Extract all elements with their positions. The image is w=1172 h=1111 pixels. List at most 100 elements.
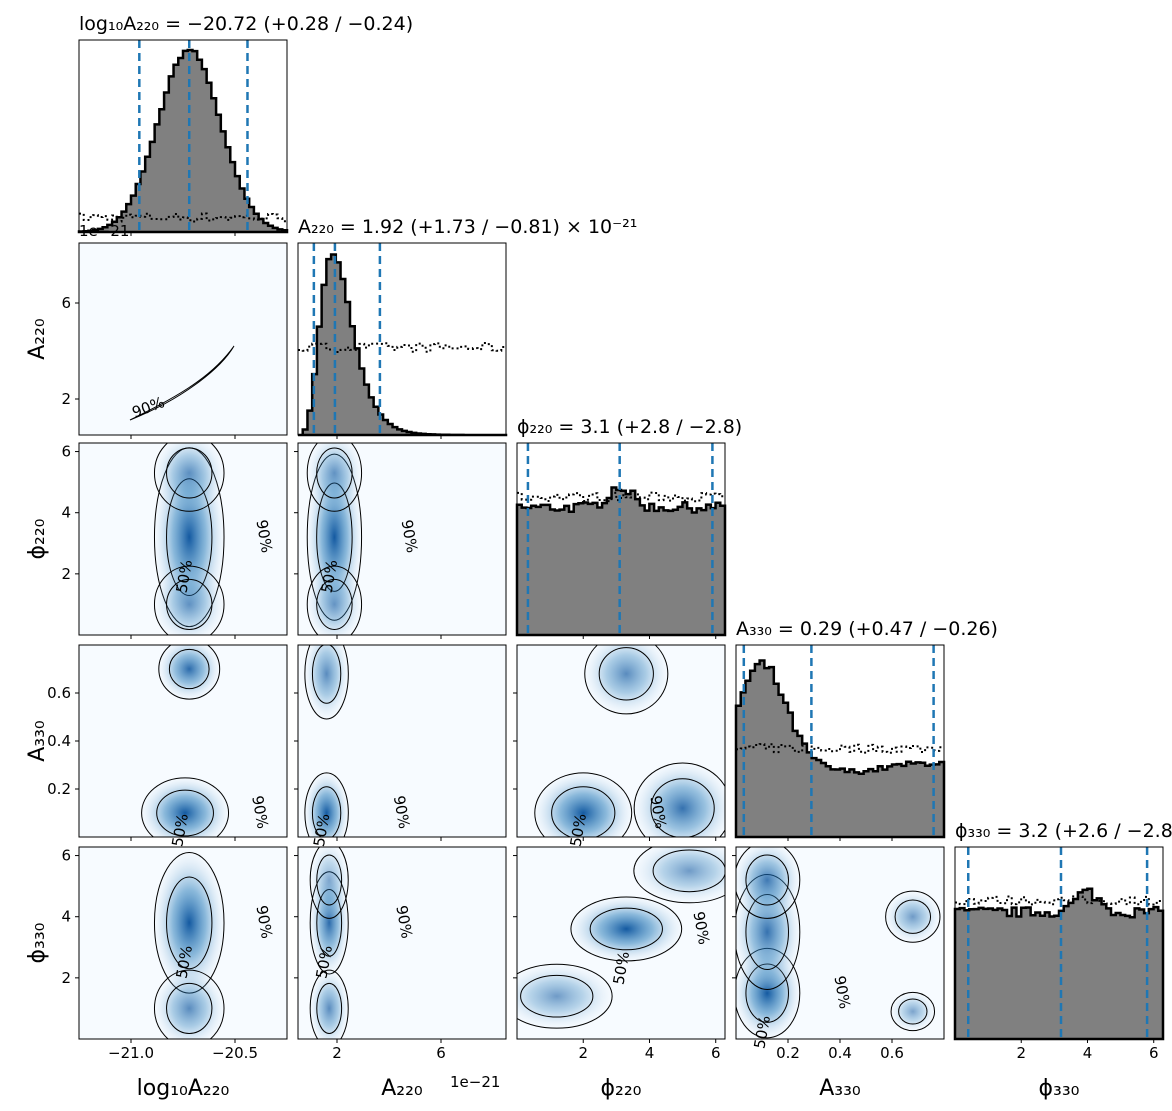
- panel-A220-log10A220: 90%26: [61, 242, 288, 439]
- kde-blob: [305, 564, 363, 635]
- kde-blob: [736, 847, 802, 921]
- y-tick-label: 0.2: [47, 780, 71, 798]
- y-axis-label-A220: A₂₂₀: [25, 318, 50, 360]
- kde-blob: [517, 962, 616, 1030]
- panel-frame: [78, 242, 288, 436]
- histogram-posterior: [77, 48, 289, 234]
- y-axis-label-A330: A₃₃₀: [25, 720, 50, 762]
- panel-frame: [297, 442, 507, 636]
- x-tick-label: −21.0: [108, 1044, 154, 1062]
- kde-density: [532, 645, 725, 837]
- kde-density: [305, 443, 363, 635]
- x-tick-label: 4: [1083, 1044, 1093, 1062]
- contour-label-90: 90%: [248, 794, 272, 830]
- y-tick-label: 0.6: [47, 684, 71, 702]
- panel-title: ϕ₃₃₀ = 3.2 (+2.6 / −2.8): [955, 820, 1172, 842]
- panel-phi220-phi220: ϕ₂₂₀ = 3.1 (+2.8 / −2.8): [515, 416, 742, 639]
- contour-label-50: 50%: [310, 812, 334, 848]
- contour-90: [141, 777, 230, 837]
- contour-50: [316, 578, 353, 630]
- contour-label-50: 50%: [751, 1014, 775, 1050]
- contour-90: [153, 565, 225, 635]
- contour-50: [598, 647, 654, 701]
- contour-90: [633, 762, 725, 837]
- contour-90: [306, 565, 363, 635]
- contour-90: [153, 443, 225, 512]
- panel-frame: [954, 846, 1164, 1040]
- y-offset-label: 1e−21: [79, 222, 129, 240]
- kde-blob: [139, 776, 231, 837]
- y-axis-label-phi220: ϕ₂₂₀: [25, 518, 50, 559]
- contour-50: [745, 854, 789, 906]
- panel-frame: [516, 846, 726, 1040]
- contour-label-90: 90%: [252, 904, 276, 940]
- panel-phi220-log10A220: 50% 90% 2 4 6: [61, 442, 288, 639]
- kde-density: [139, 645, 231, 837]
- y-tick-label: 6: [61, 847, 71, 865]
- contour-90: [890, 991, 936, 1032]
- contour-90: [584, 645, 669, 715]
- x-offset-label: 1e−21: [450, 1073, 500, 1091]
- contour-90: [517, 963, 613, 1029]
- contour-label-90: 90%: [392, 904, 416, 940]
- panel-A330-phi220: 50% 90%: [513, 644, 726, 848]
- contour-90: [736, 847, 801, 919]
- histogram-prior: [736, 743, 944, 754]
- contour-label-50: 50%: [567, 812, 591, 848]
- y-tick-label: 2: [61, 969, 71, 987]
- panel-A330-A220: 50% 90%: [294, 644, 507, 848]
- histogram-posterior: [515, 486, 727, 637]
- contour-label-50: 50%: [168, 812, 192, 848]
- y-tick-label: 4: [61, 908, 71, 926]
- y-tick-label: 0.4: [47, 732, 71, 750]
- kde-density: [517, 847, 725, 1030]
- panel-frame: [78, 442, 288, 636]
- contour-90: [885, 890, 941, 943]
- kde-blob: [152, 968, 226, 1039]
- contour-90: [304, 772, 349, 837]
- kde-background: [79, 243, 287, 435]
- contour-50: [589, 907, 663, 951]
- contour-label-50: 50%: [313, 944, 337, 980]
- panel-phi220-A220: 50% 90%: [294, 442, 507, 639]
- contour-90: [158, 645, 221, 700]
- panel-phi330-A220: 50% 90% 2 6: [294, 846, 507, 1062]
- kde-density: [152, 443, 226, 635]
- contour-90: [153, 969, 225, 1039]
- kde-blob: [305, 443, 363, 514]
- x-tick-label: 0.6: [880, 1044, 904, 1062]
- x-tick-label: 6: [1149, 1044, 1159, 1062]
- contour-90: [306, 443, 363, 512]
- panel-title: ϕ₂₂₀ = 3.1 (+2.8 / −2.8): [517, 416, 742, 438]
- panel-title: A₂₂₀ = 1.92 (+1.73 / −0.81) × 10⁻²¹: [298, 216, 637, 238]
- contour-label-90: 90%: [646, 794, 670, 830]
- contour-90: [309, 847, 349, 919]
- kde-blob: [303, 770, 350, 837]
- kde-blob: [889, 991, 936, 1032]
- contour-label-50: 50%: [173, 944, 197, 980]
- contour-50: [316, 982, 343, 1034]
- panel-frame: [78, 846, 288, 1040]
- y-tick-label: 2: [61, 565, 71, 583]
- contour-50: [311, 786, 342, 837]
- y-tick-label: 2: [61, 390, 71, 408]
- contour-label-50: 50%: [173, 558, 197, 594]
- x-tick-label: 2: [332, 1044, 342, 1062]
- kde-density: [129, 345, 235, 421]
- contour-label-90: 90%: [390, 794, 414, 830]
- contour-label-90: 90%: [689, 910, 713, 946]
- contour-90: [534, 772, 633, 837]
- contour-label-90: 90%: [252, 518, 276, 554]
- x-axis-label-phi220: ϕ₂₂₀: [601, 1076, 642, 1101]
- kde-density: [309, 847, 350, 1039]
- contour-50: [166, 578, 213, 630]
- kde-blob: [568, 895, 685, 963]
- contour-label-50: 50%: [610, 950, 634, 986]
- x-tick-label: 0.2: [776, 1044, 800, 1062]
- x-tick-label: 0.4: [828, 1044, 852, 1062]
- panel-phi330-phi220: 50% 90% 2 4 6: [513, 846, 726, 1062]
- contour-50: [520, 974, 594, 1018]
- histogram-prior: [955, 895, 1163, 906]
- contour-50: [551, 786, 616, 837]
